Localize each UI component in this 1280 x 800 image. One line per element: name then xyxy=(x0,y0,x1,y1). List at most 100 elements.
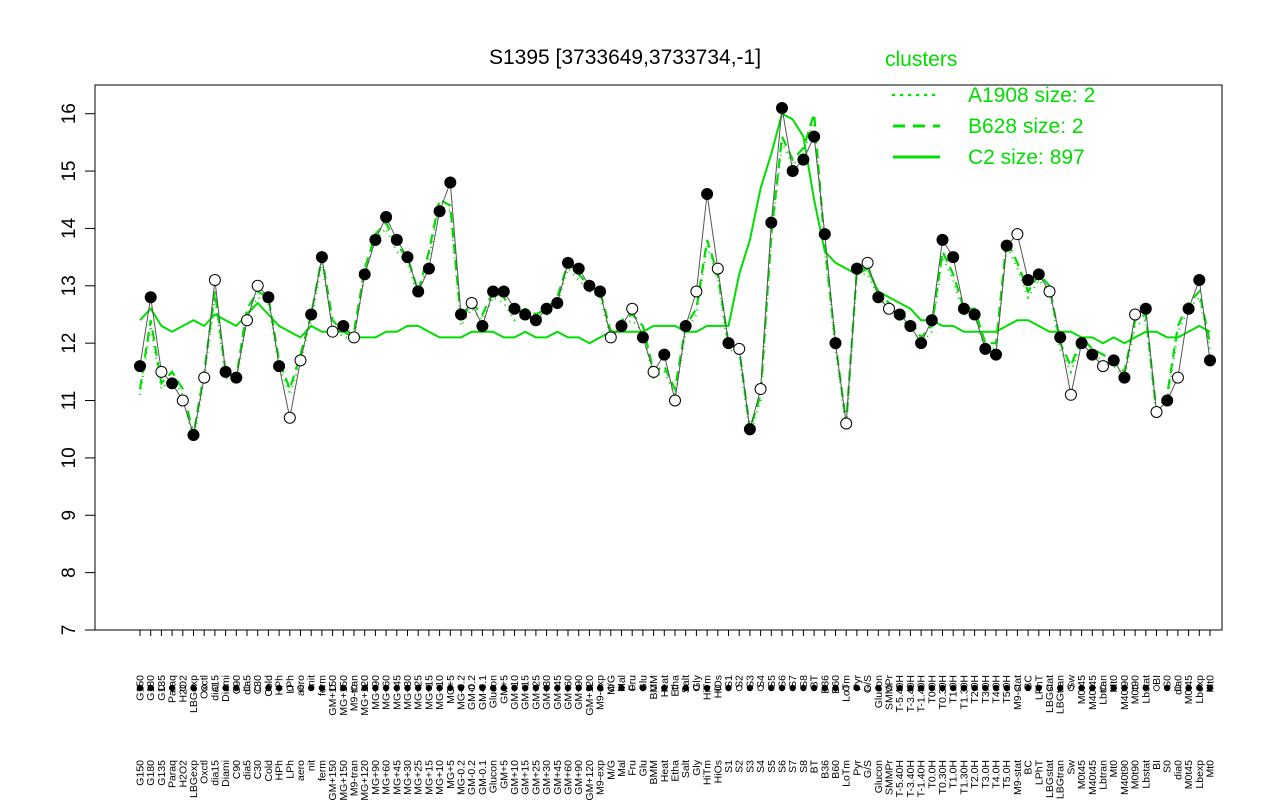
data-point xyxy=(701,188,714,200)
data-point xyxy=(808,130,821,143)
data-point xyxy=(412,285,425,298)
data-point xyxy=(219,365,232,378)
data-point xyxy=(241,314,253,327)
legend-entry-b628: B628 size: 2 xyxy=(893,115,1084,138)
x-marker xyxy=(821,684,828,692)
x-marker xyxy=(532,684,540,692)
legend-label: B628 size: 2 xyxy=(968,115,1084,138)
data-point xyxy=(957,302,970,315)
data-points xyxy=(134,101,1216,441)
x-tick-label: GM+45 xyxy=(552,675,564,710)
data-point xyxy=(315,251,328,264)
x-tick-label: LPhT xyxy=(1033,674,1045,700)
x-tick-label-lower: HiOs xyxy=(712,760,724,783)
x-tick-label-lower: aero xyxy=(295,760,307,781)
x-marker xyxy=(575,684,582,692)
x-tick-label-lower: Mt0 xyxy=(1108,760,1120,778)
x-tick-label-lower: G150 xyxy=(135,760,147,786)
x-tick-label: LBGstat xyxy=(1044,675,1056,713)
x-tick-label-lower: Mt0 xyxy=(1205,760,1217,778)
x-marker xyxy=(703,684,711,692)
x-marker xyxy=(618,684,625,692)
x-marker xyxy=(875,684,882,692)
x-tick-label: Lbexp xyxy=(1194,675,1206,704)
data-point xyxy=(850,262,863,275)
x-marker xyxy=(736,684,743,692)
x-marker xyxy=(1185,684,1192,692)
x-tick-label-lower: Pyr xyxy=(851,759,863,775)
x-tick-label-lower: M9-stat xyxy=(1012,760,1024,795)
data-point xyxy=(1118,371,1131,384)
x-tick-label-lower: Sw xyxy=(1065,760,1077,775)
y-tick-label: 16 xyxy=(59,103,80,124)
data-point xyxy=(519,308,532,321)
x-marker xyxy=(554,684,561,692)
x-marker xyxy=(308,684,315,692)
x-marker xyxy=(1056,684,1064,692)
x-tick-label-lower: T1.30H xyxy=(958,760,970,794)
data-point xyxy=(433,205,446,218)
x-marker xyxy=(136,684,144,692)
x-tick-label: T-1.40H xyxy=(916,675,928,712)
data-point xyxy=(797,153,810,166)
x-marker xyxy=(971,684,978,692)
x-tick-label-lower: Etha xyxy=(670,760,682,782)
x-tick-label-lower: M0t90 xyxy=(1130,760,1142,789)
x-marker xyxy=(168,684,176,692)
x-marker xyxy=(800,684,807,692)
x-marker xyxy=(1153,684,1160,692)
x-tick-label: Mt0 xyxy=(1108,675,1120,693)
x-tick-label: T1.30H xyxy=(958,675,970,709)
data-point xyxy=(1075,337,1088,350)
x-marker xyxy=(725,684,732,692)
y-tick-label: 8 xyxy=(59,567,80,578)
x-marker xyxy=(896,684,903,692)
x-marker xyxy=(479,684,486,692)
x-tick-label: T-5.40H xyxy=(894,675,906,712)
x-marker xyxy=(1196,684,1203,692)
x-tick-label: Paraq xyxy=(167,675,179,703)
x-tick-label-lower: Salt xyxy=(680,760,692,778)
x-tick-label: T0.30H xyxy=(937,675,949,709)
data-point xyxy=(155,365,168,378)
x-tick-label: M0t45 xyxy=(1076,675,1088,704)
x-tick-label: MG+10 xyxy=(434,675,446,710)
x-tick-label: M/G xyxy=(605,675,617,695)
x-tick-label: LBGtran xyxy=(1055,675,1067,714)
data-point xyxy=(487,285,500,298)
data-point xyxy=(369,233,382,246)
x-tick-label: B60 xyxy=(830,675,842,694)
x-marker xyxy=(297,684,304,692)
x-tick-label: M9-stat xyxy=(1012,675,1024,710)
x-tick-label: S8 xyxy=(798,675,810,688)
data-point xyxy=(615,319,628,332)
x-tick-label-lower: MG+45 xyxy=(391,760,403,795)
x-tick-label: MG+150 xyxy=(338,675,350,716)
x-tick-label: SMMPr xyxy=(884,675,896,711)
x-tick-label: T1.0H xyxy=(948,675,960,704)
data-point xyxy=(230,371,243,384)
x-tick-label: T4.0H xyxy=(991,675,1003,704)
x-tick-label: Oxctl xyxy=(199,675,211,699)
x-marker xyxy=(254,684,261,692)
x-tick-label: LoTm xyxy=(841,675,853,702)
data-point xyxy=(786,165,799,178)
data-point xyxy=(1064,388,1077,401)
x-tick-label-lower: GM-0.2 xyxy=(466,760,478,795)
x-marker xyxy=(1046,684,1053,692)
data-point xyxy=(358,268,371,281)
x-tick-label: nit xyxy=(306,675,318,686)
x-marker xyxy=(1163,684,1171,692)
data-point xyxy=(444,176,457,189)
data-point xyxy=(187,428,200,441)
data-point xyxy=(401,251,414,264)
data-point xyxy=(208,274,221,287)
x-tick-label-lower: BC xyxy=(1023,760,1035,775)
x-tick-label-lower: M40t90 xyxy=(1119,760,1131,795)
x-tick-label: ferm xyxy=(316,675,328,696)
x-tick-label-lower: M/G xyxy=(605,760,617,780)
data-point xyxy=(647,365,660,378)
x-marker xyxy=(340,684,347,692)
data-point xyxy=(583,279,596,292)
data-point xyxy=(968,308,981,321)
